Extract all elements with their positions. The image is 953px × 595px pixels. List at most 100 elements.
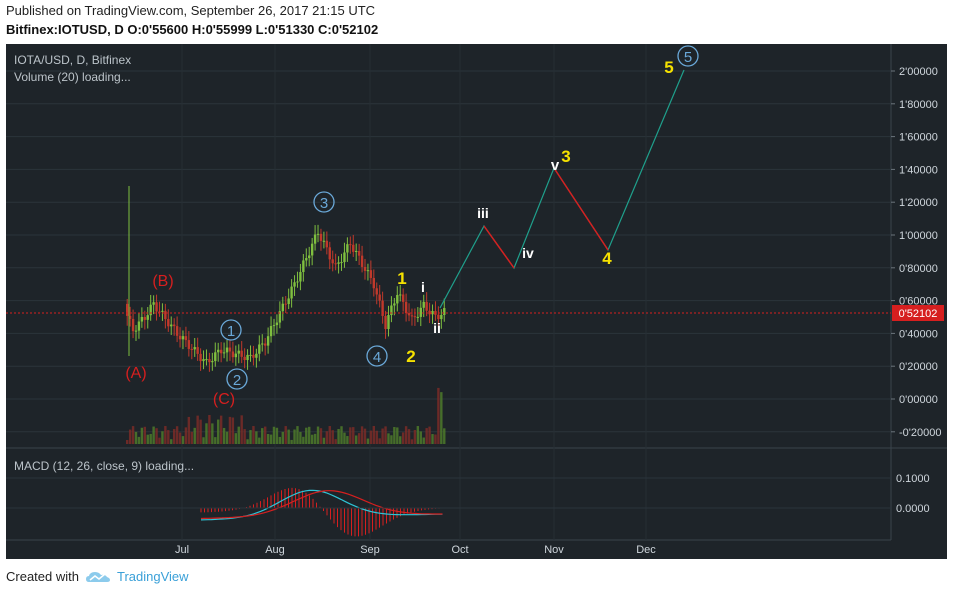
candle-body — [331, 259, 334, 264]
tradingview-link[interactable]: TradingView — [116, 569, 189, 584]
candle-body — [299, 272, 302, 282]
volume-bar — [240, 415, 243, 444]
volume-bar — [308, 426, 311, 444]
volume-bar — [187, 416, 191, 444]
price-tick-label: 1'20000 — [899, 197, 938, 209]
volume-bar — [137, 436, 141, 444]
candle-body — [381, 300, 384, 316]
time-tick-aug: Aug — [265, 544, 285, 556]
candle-body — [302, 260, 305, 273]
candle-body — [217, 349, 220, 353]
candle-body — [404, 301, 408, 314]
volume-bar — [252, 426, 255, 444]
price-tick-label: 0'60000 — [899, 296, 938, 308]
price-tick-label: 0'80000 — [899, 263, 938, 275]
projection-down-iv — [483, 225, 515, 269]
signal-line — [200, 490, 443, 520]
candle-body — [369, 270, 373, 278]
candle-body — [413, 316, 417, 318]
wave-label-y1: 1 — [397, 269, 406, 288]
candle-body — [296, 281, 299, 283]
volume-bar — [302, 436, 305, 444]
candle-body — [337, 262, 340, 264]
wave-label-y3: 3 — [561, 147, 570, 166]
candle-body — [249, 354, 252, 356]
candle-body — [211, 361, 214, 363]
volume-bar — [278, 436, 282, 444]
volume-bar — [246, 439, 249, 444]
volume-bar — [419, 431, 422, 444]
projection-path[interactable] — [439, 69, 685, 309]
candle-body — [158, 311, 161, 313]
candle-body — [384, 315, 387, 330]
wave-label-ii: ii — [433, 320, 441, 336]
macd-pane — [200, 487, 443, 537]
volume-bar — [214, 437, 217, 444]
candle-body — [187, 340, 191, 349]
price-axis[interactable]: 2'00000 1'80000 1'60000 1'40000 1'20000 1'000… — [891, 66, 941, 439]
volume-legend[interactable]: Volume (20) loading... — [14, 70, 131, 84]
macd-legend[interactable]: MACD (12, 26, close, 9) loading... — [14, 459, 194, 473]
volume-bar — [360, 426, 364, 444]
candle-body — [208, 359, 211, 363]
candle-body — [363, 266, 367, 271]
volume-bar — [366, 438, 370, 444]
volume-bar — [369, 430, 373, 444]
candle-body — [410, 315, 414, 317]
chart-canvas[interactable]: 0'52102 2'00000 1'80000 1'60000 1'40000 1'20… — [6, 44, 947, 559]
candle-body — [167, 319, 170, 327]
candle-body — [275, 322, 279, 326]
wave-label-B: (B) — [152, 273, 173, 290]
volume-bar — [331, 430, 334, 444]
volume-bar — [390, 435, 393, 444]
candle-body — [372, 277, 376, 289]
candle-body — [234, 353, 238, 358]
volume-bar — [381, 428, 384, 444]
volume-bar — [407, 429, 411, 444]
wave-label-iv: iv — [522, 245, 534, 261]
candle-body — [196, 347, 199, 354]
price-tick-label: 1'60000 — [899, 132, 938, 144]
candle-body — [360, 255, 364, 267]
candle-body — [293, 282, 296, 287]
volume-bar — [440, 392, 443, 444]
wave-label-iii: iii — [477, 205, 489, 221]
chart-panel[interactable]: 0'52102 2'00000 1'80000 1'60000 1'40000 1'20… — [6, 44, 947, 559]
candle-body — [393, 303, 396, 306]
volume-bar — [225, 431, 229, 444]
footer: Created with TradingView — [6, 569, 189, 584]
candle-body — [431, 310, 434, 315]
volume-bar — [167, 430, 170, 444]
volume-bar — [272, 426, 276, 444]
wave-label-y5: 5 — [664, 58, 673, 77]
volume-bar — [199, 419, 202, 444]
volume-bar — [255, 431, 258, 444]
svg-text:3: 3 — [320, 195, 328, 212]
candle-body — [343, 252, 346, 263]
candle-body — [266, 336, 270, 346]
candle-body — [281, 303, 284, 312]
candle-body — [149, 304, 152, 316]
volume-bar — [437, 387, 440, 444]
volume-bar — [316, 426, 320, 444]
wave-label-A: (A) — [125, 365, 146, 382]
wave-label-y2: 2 — [406, 347, 415, 366]
wave-label-i: i — [421, 279, 425, 295]
volume-bar — [164, 426, 167, 444]
volume-bar — [128, 429, 132, 444]
candle-body — [231, 351, 235, 358]
volume-bar — [158, 437, 161, 444]
volume-bars — [126, 387, 446, 444]
published-line: Published on TradingView.com, September … — [6, 3, 376, 18]
wave-circle-4: 4 — [366, 345, 388, 367]
volume-bar — [222, 427, 226, 444]
candle-body — [378, 294, 381, 301]
volume-bar — [431, 434, 434, 444]
svg-text:4: 4 — [373, 349, 381, 366]
candle-body — [240, 350, 243, 357]
volume-bar — [416, 426, 420, 444]
candle-body — [143, 317, 147, 320]
volume-bar — [396, 427, 399, 444]
volume-bar — [275, 427, 279, 444]
symbol-legend[interactable]: IOTA/USD, D, Bitfinex — [14, 53, 131, 67]
